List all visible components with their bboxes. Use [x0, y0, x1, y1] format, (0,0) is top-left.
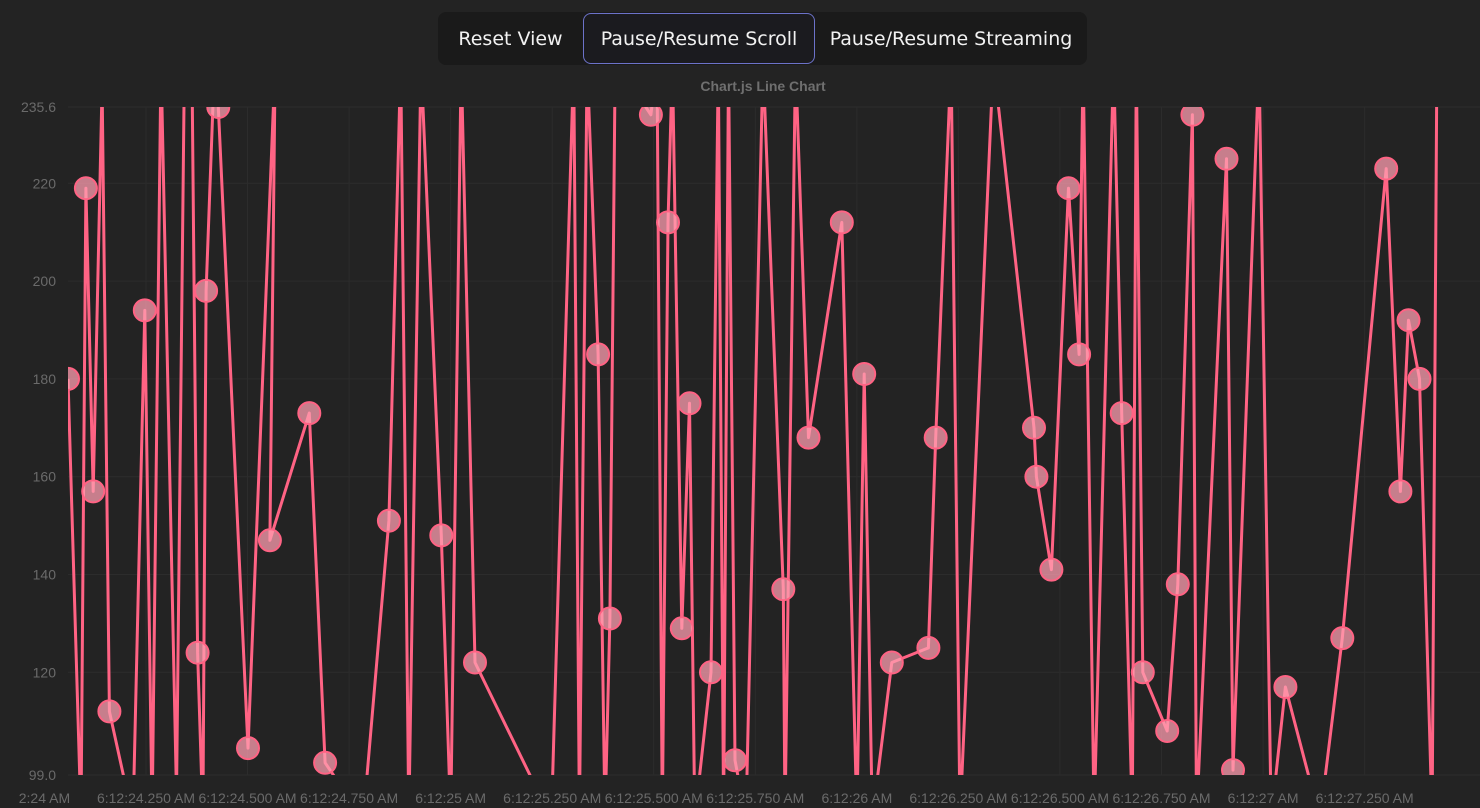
x-tick-label: 6:12:25.250 AM [503, 790, 601, 806]
data-point[interactable] [376, 508, 401, 533]
data-point[interactable] [1056, 176, 1081, 201]
data-point[interactable] [1374, 156, 1399, 181]
data-point[interactable] [1407, 366, 1432, 391]
plot-area [57, 96, 1439, 781]
data-point[interactable] [1273, 675, 1298, 699]
x-tick-label: 6:12:24.250 AM [97, 790, 195, 806]
pause-resume-scroll-button[interactable]: Pause/Resume Scroll [583, 13, 815, 64]
data-point[interactable] [1155, 719, 1180, 743]
chart-grid [68, 106, 1480, 776]
data-point[interactable] [1221, 758, 1245, 781]
data-point[interactable] [132, 298, 157, 323]
data-point[interactable] [1165, 572, 1190, 597]
data-point[interactable] [1180, 104, 1205, 127]
pause-resume-streaming-button[interactable]: Pause/Resume Streaming [815, 13, 1087, 64]
data-point[interactable] [81, 479, 106, 504]
y-tick-label: 140 [33, 567, 57, 583]
data-point[interactable] [1067, 342, 1092, 367]
data-point[interactable] [656, 210, 680, 235]
data-point[interactable] [1396, 308, 1421, 333]
x-tick-label: 6:12:24.750 AM [300, 790, 398, 806]
y-tick-label: 235.6 [21, 99, 56, 115]
y-tick-label: 160 [33, 469, 57, 485]
chart-title: Chart.js Line Chart [700, 78, 826, 94]
data-point[interactable] [923, 425, 948, 450]
data-point[interactable] [257, 528, 282, 553]
data-point[interactable] [677, 391, 702, 416]
data-point[interactable] [796, 425, 821, 450]
data-point[interactable] [852, 362, 877, 386]
x-tick-label: 6:12:27.250 AM [1316, 790, 1414, 806]
x-tick-label: 6:12:25 AM [415, 790, 486, 806]
x-tick-label: 6:12:26.250 AM [909, 790, 1007, 806]
y-tick-label: 99.0 [29, 767, 56, 783]
y-axis: 235.6 220 200 180 160 140 120 99.0 [21, 99, 56, 783]
data-point[interactable] [1330, 626, 1355, 651]
data-point[interactable] [1214, 146, 1239, 171]
data-point[interactable] [236, 736, 260, 761]
chart-toolbar: Reset View Pause/Resume Scroll Pause/Res… [438, 12, 1087, 65]
data-point[interactable] [297, 401, 322, 426]
data-point[interactable] [73, 176, 98, 201]
data-point[interactable] [185, 640, 210, 665]
data-point[interactable] [1109, 401, 1134, 426]
data-point[interactable] [1024, 464, 1049, 489]
data-point[interactable] [463, 650, 487, 675]
data-point[interactable] [723, 748, 747, 773]
data-point[interactable] [194, 278, 219, 303]
y-tick-label: 120 [33, 664, 57, 680]
x-tick-label: 6:12:24.500 AM [199, 790, 297, 806]
data-point[interactable] [1388, 479, 1413, 504]
data-point[interactable] [1022, 415, 1046, 440]
reset-view-button[interactable]: Reset View [438, 13, 583, 64]
x-axis: 2:24 AM 6:12:24.250 AM 6:12:24.500 AM 6:12:… [19, 790, 1414, 806]
y-tick-label: 220 [33, 175, 57, 191]
y-tick-label: 200 [33, 273, 57, 289]
data-point[interactable] [638, 104, 663, 127]
data-point[interactable] [97, 699, 122, 724]
x-tick-label: 6:12:26.750 AM [1112, 790, 1210, 806]
series-line [68, 107, 1439, 775]
data-point[interactable] [829, 210, 854, 235]
data-point[interactable] [597, 606, 622, 631]
data-point[interactable] [669, 616, 694, 641]
data-point[interactable] [1130, 660, 1155, 685]
x-tick-label: 6:12:27 AM [1228, 790, 1299, 806]
x-tick-label: 6:12:25.750 AM [706, 790, 804, 806]
data-point[interactable] [1039, 557, 1064, 582]
data-point[interactable] [771, 577, 796, 602]
data-point[interactable] [206, 96, 231, 119]
data-point[interactable] [879, 650, 904, 675]
x-tick-label: 2:24 AM [19, 790, 70, 806]
data-point[interactable] [916, 635, 941, 660]
x-tick-label: 6:12:26 AM [821, 790, 892, 806]
data-point[interactable] [429, 523, 454, 548]
x-tick-label: 6:12:25.500 AM [605, 790, 703, 806]
data-point[interactable] [313, 750, 338, 775]
x-tick-label: 6:12:26.500 AM [1011, 790, 1109, 806]
y-tick-label: 180 [33, 371, 57, 387]
data-point[interactable] [57, 366, 80, 391]
data-point[interactable] [699, 660, 723, 685]
data-point[interactable] [586, 342, 611, 367]
